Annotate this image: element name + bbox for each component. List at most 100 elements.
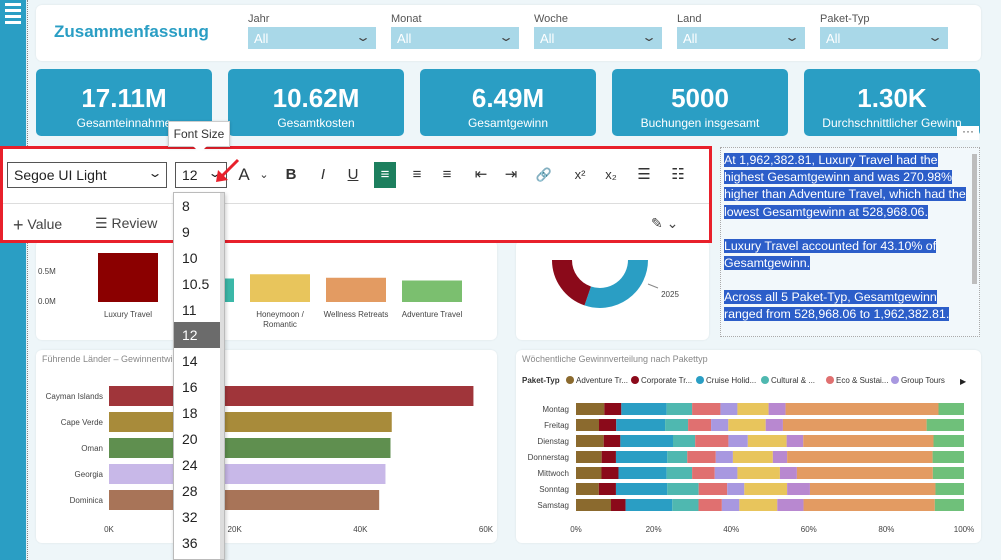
chevron-down-icon[interactable]: ⌄ [259, 169, 269, 181]
filter-label: Land [677, 13, 702, 25]
align-center-button[interactable]: ≡ [412, 166, 422, 183]
font-size-option[interactable]: 9 [182, 223, 190, 240]
bar-segment [739, 499, 778, 511]
hamburger-menu-icon[interactable] [5, 3, 21, 27]
review-label: Review [111, 215, 158, 231]
font-size-option[interactable]: 32 [182, 508, 198, 525]
filter-select[interactable]: All ⌄ [820, 27, 948, 49]
legend-item: Group Tours [901, 376, 945, 385]
font-size-option[interactable]: 16 [182, 379, 198, 396]
decrease-indent-button[interactable]: ⇤ [474, 166, 488, 183]
weekly-stacked-chart: Wöchentliche Gewinnverteilung nach Paket… [522, 354, 974, 534]
bar-segment [598, 419, 617, 431]
spellcheck-icon[interactable]: ✎ ⌄ [651, 215, 679, 231]
kpi-value: 5000 [671, 83, 729, 113]
filter-0: Jahr All ⌄ [248, 13, 376, 49]
align-left-button[interactable]: ≡ [374, 162, 396, 188]
filter-4: Paket-Typ All ⌄ [820, 13, 948, 49]
toolbar-divider [3, 203, 709, 204]
bar-segment [765, 419, 783, 431]
font-size-tooltip: Font Size [168, 121, 230, 153]
bar-segment [688, 419, 712, 431]
bar-segment [618, 467, 667, 479]
category-label: Freitag [544, 421, 569, 430]
bar-segment [934, 499, 964, 511]
legend-item: Cultural & ... [771, 376, 815, 385]
chevron-down-icon: ⌄ [783, 30, 801, 44]
bar-segment [666, 403, 693, 415]
font-size-option[interactable]: 10.5 [182, 275, 210, 292]
chevron-down-icon: ⌄ [640, 30, 658, 44]
smart-narrative-textbox[interactable]: At 1,962,382.81, Luxury Travel had the h… [720, 147, 980, 337]
bar-segment [727, 483, 745, 495]
xtick-label: 80% [878, 525, 894, 534]
dropdown-scrollbar[interactable] [220, 193, 224, 559]
bold-button[interactable]: B [285, 166, 297, 183]
kpi-label: Durchschnittlicher Gewinn [822, 116, 962, 130]
value-label: Value [27, 216, 63, 232]
font-size-option[interactable]: 36 [182, 534, 198, 551]
category-label: Luxury Travel [104, 310, 152, 319]
bar-segment [576, 499, 612, 511]
add-value-button[interactable]: + Value [13, 215, 62, 236]
increase-indent-button[interactable]: ⇥ [504, 166, 518, 183]
filter-select[interactable]: All ⌄ [391, 27, 519, 49]
bar-segment [728, 419, 766, 431]
category-label: Honeymoon / [256, 310, 304, 319]
donut-ring [552, 259, 648, 308]
bar-segment [576, 483, 599, 495]
bar-segment [785, 403, 939, 415]
bar-segment [786, 435, 804, 447]
legend-next-icon[interactable]: ▶ [960, 377, 967, 386]
font-size-option[interactable]: 8 [182, 198, 190, 214]
font-size-option[interactable]: 20 [182, 431, 198, 448]
font-size-option[interactable]: 28 [182, 482, 198, 499]
legend-marker [761, 376, 769, 384]
font-color-icon[interactable]: A [238, 165, 250, 184]
xtick-label: 20% [646, 525, 662, 534]
textbox-scrollbar[interactable] [972, 154, 977, 284]
narrative-paragraph: At 1,962,382.81, Luxury Travel had the h… [724, 153, 966, 219]
superscript-button[interactable]: x² [574, 167, 586, 182]
bar-segment [625, 499, 673, 511]
underline-button[interactable]: U [347, 166, 359, 183]
ytick-label: 0.0M [38, 297, 56, 306]
font-size-option[interactable]: 14 [182, 353, 198, 370]
kpi-value: 17.11M [81, 83, 167, 113]
bar-segment [576, 419, 599, 431]
font-size-option[interactable]: 12 [174, 322, 224, 349]
numbered-list-button[interactable]: ☷ [671, 166, 685, 183]
more-options-icon[interactable]: ··· [957, 125, 979, 140]
bar-segment [711, 419, 729, 431]
link-icon[interactable]: 🔗 [535, 167, 553, 182]
bar-segment [616, 419, 666, 431]
bullet-list-button[interactable]: ☰ [637, 166, 651, 183]
bar-segment [737, 467, 780, 479]
font-size-option[interactable]: 11 [182, 301, 197, 318]
category-label: Montag [542, 405, 569, 414]
font-size-option[interactable]: 24 [182, 456, 198, 473]
filter-select[interactable]: All ⌄ [248, 27, 376, 49]
subscript-button[interactable]: x₂ [605, 167, 617, 182]
bar-segment [782, 419, 927, 431]
filter-label: Paket-Typ [820, 13, 870, 25]
filter-select[interactable]: All ⌄ [534, 27, 662, 49]
kpi-card: 5000 Buchungen insgesamt [612, 69, 788, 136]
bar-segment [715, 451, 733, 463]
bar-segment [615, 451, 668, 463]
kpi-card: 17.11M Gesamteinnahme [36, 69, 212, 136]
chevron-down-icon: ⌄ [497, 30, 515, 44]
chevron-down-icon: ⌄ [926, 30, 944, 44]
donut-slice [552, 259, 592, 306]
italic-button[interactable]: I [320, 166, 326, 183]
bar-segment [698, 483, 728, 495]
align-right-button[interactable]: ≡ [442, 166, 452, 183]
font-size-option[interactable]: 18 [182, 405, 198, 422]
kpi-label: Gesamteinnahme [76, 116, 172, 130]
bar-segment [698, 499, 722, 511]
filter-select[interactable]: All ⌄ [677, 27, 805, 49]
review-button[interactable]: ☰ Review [95, 215, 157, 232]
bar-segment [935, 483, 964, 495]
font-family-select[interactable]: Segoe UI Light ⌄ [7, 162, 167, 188]
font-size-option[interactable]: 10 [182, 249, 198, 266]
